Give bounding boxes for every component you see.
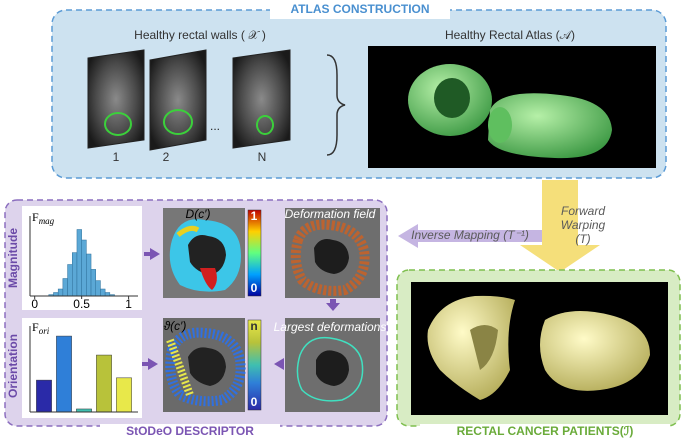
colorbar-label: 1 xyxy=(251,209,258,223)
d-panel xyxy=(163,208,245,298)
largest-deformations-label: Largest deformations xyxy=(274,320,387,334)
chart-title-sub: mag xyxy=(39,216,55,226)
title-bg xyxy=(100,424,280,440)
hist-bar xyxy=(90,269,96,297)
inverse-label: Inverse Mapping (T⁻¹) xyxy=(411,228,529,242)
theta-label: ϑ(c′) xyxy=(164,319,187,333)
theta-panel xyxy=(163,318,246,412)
walls-label: Healthy rectal walls ( 𝒳 ) xyxy=(134,28,266,42)
hist-bar xyxy=(81,239,87,297)
colorbar-label: n xyxy=(250,319,257,333)
atlas-label: Healthy Rectal Atlas (𝒜) xyxy=(445,28,575,42)
hist-bar xyxy=(72,252,78,297)
hist-bar xyxy=(104,292,111,297)
patients-title: RECTAL CANCER PATIENTS(ℐ) xyxy=(457,424,634,438)
x-tick-label: 1 xyxy=(125,297,132,311)
deformation-field-panel xyxy=(285,208,380,298)
chart-title-sub: ori xyxy=(39,326,50,336)
forward-label: (T) xyxy=(575,232,590,246)
deformation-field-label: Deformation field xyxy=(285,207,376,221)
forward-label: Forward xyxy=(561,204,605,218)
bar xyxy=(96,354,112,413)
descriptor-title: StODeO DESCRIPTOR xyxy=(126,424,254,438)
hist-bar xyxy=(67,264,73,297)
bar xyxy=(116,377,132,413)
title-bg xyxy=(420,424,670,440)
slice-label: N xyxy=(258,150,267,164)
forward-arrow xyxy=(520,180,600,272)
x-tick-label: 0 xyxy=(31,297,38,311)
brace xyxy=(326,54,346,156)
atlas-title: ATLAS CONSTRUCTION xyxy=(290,2,429,16)
forward-label: Warping xyxy=(561,218,606,232)
hist-bar xyxy=(95,280,101,297)
atlas-shapes xyxy=(408,64,612,159)
hist-bar xyxy=(86,253,92,297)
slice-label: 2 xyxy=(163,150,170,164)
hist-bar xyxy=(62,278,68,297)
colorbar xyxy=(247,319,262,411)
chart-title: Fmag xyxy=(32,210,55,226)
chart-title: Fori xyxy=(32,320,50,336)
inverse-arrow xyxy=(398,224,550,248)
magnitude-label: Magnitude xyxy=(6,228,20,288)
hist-bar xyxy=(57,288,64,297)
purple-arrows xyxy=(142,248,340,370)
colorbar-label: 0 xyxy=(251,281,258,295)
bar xyxy=(36,379,52,413)
d-label: D(c′) xyxy=(186,207,211,221)
colorbar-label: 0 xyxy=(251,395,258,409)
orientation-label: Orientation xyxy=(6,334,20,398)
hist-bar xyxy=(100,288,106,297)
hist-bar xyxy=(76,229,82,297)
largest-deformations-panel xyxy=(285,318,380,412)
colorbar xyxy=(247,209,262,297)
mri-slices xyxy=(87,49,291,151)
ellipsis: ... xyxy=(210,119,220,133)
bar xyxy=(56,335,72,413)
slice-label: 1 xyxy=(113,150,120,164)
x-tick-label: 0.5 xyxy=(73,297,90,311)
hist-bar xyxy=(53,292,59,297)
chart-title: F xyxy=(32,320,39,334)
patients-shapes xyxy=(427,295,650,400)
chart-title: F xyxy=(32,210,39,224)
title-bg xyxy=(270,1,450,19)
